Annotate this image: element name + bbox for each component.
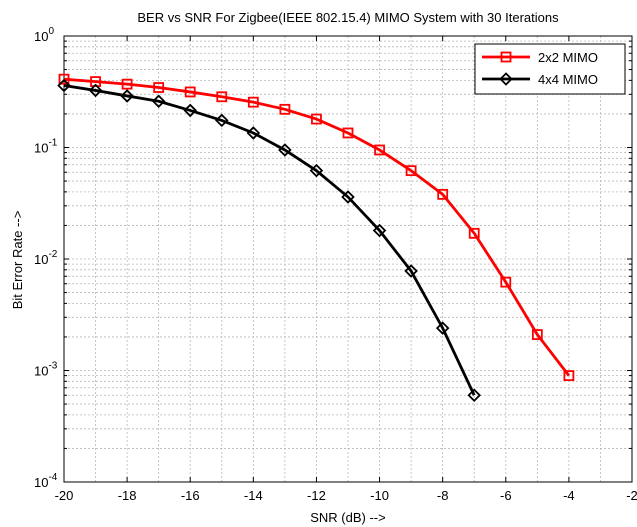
data-point-4x4-mimo <box>278 143 292 157</box>
x-tick-label: -12 <box>307 488 326 503</box>
legend-entry-4x4-mimo: 4x4 MIMO <box>482 72 598 87</box>
data-point-4x4-mimo <box>467 388 481 403</box>
y-tick-label: 100 <box>34 26 54 44</box>
data-point-4x4-mimo <box>309 163 324 178</box>
legend-entry-2x2-mimo: 2x2 MIMO <box>482 50 598 65</box>
data-point-4x4-mimo <box>341 190 355 204</box>
data-point-4x4-mimo <box>183 103 197 118</box>
data-point-2x2-mimo <box>374 144 385 156</box>
x-tick-label: -10 <box>370 488 389 503</box>
y-tick-label: 10-2 <box>34 249 58 267</box>
x-axis-label: SNR (dB) --> <box>310 510 385 525</box>
data-point-4x4-mimo <box>435 321 450 335</box>
tick-layer: -20 -18 -16 -14 -12 -10 -8 -6 -4 -2 10-4 10-3 10-2 10… <box>34 26 637 503</box>
x-tick-label: -6 <box>500 488 512 503</box>
data-point-2x2-mimo <box>247 96 259 108</box>
data-point-2x2-mimo <box>437 188 449 200</box>
data-point-2x2-mimo <box>58 73 70 85</box>
legend: 2x2 MIMO 4x4 MIMO <box>474 43 626 95</box>
data-point-2x2-mimo <box>279 103 291 115</box>
x-tick-label: -16 <box>181 488 200 503</box>
data-point-4x4-mimo <box>246 126 261 140</box>
data-point-4x4-mimo <box>372 223 387 238</box>
x-tick-label: -2 <box>626 488 637 503</box>
data-point-2x2-mimo <box>563 370 575 382</box>
legend-entries: 2x2 MIMO 4x4 MIMO <box>482 50 598 87</box>
data-point-4x4-mimo <box>57 78 71 93</box>
data-point-4x4-mimo <box>404 264 418 278</box>
legend-marker <box>500 51 512 63</box>
data-point-4x4-mimo <box>151 94 166 109</box>
data-point-2x2-mimo <box>311 113 322 125</box>
series-4x4-mimo <box>57 78 481 403</box>
x-tick-label: -18 <box>118 488 137 503</box>
series-line-2x2-mimo <box>63 77 570 377</box>
data-point-4x4-mimo <box>88 83 103 98</box>
data-point-2x2-mimo <box>216 91 228 103</box>
legend-label: 4x4 MIMO <box>538 72 598 87</box>
legend-marker <box>499 72 513 86</box>
data-point-2x2-mimo <box>500 276 512 288</box>
chart-title: BER vs SNR For Zigbee(IEEE 802.15.4) MIM… <box>137 10 559 25</box>
legend-box <box>474 43 626 95</box>
data-point-4x4-mimo <box>215 113 229 128</box>
x-tick-label: -20 <box>55 488 74 503</box>
x-tick-label: -4 <box>563 488 575 503</box>
y-tick-label: 10-1 <box>34 138 58 156</box>
x-tick-label: -14 <box>244 488 263 503</box>
data-point-2x2-mimo <box>468 227 480 239</box>
data-point-2x2-mimo <box>153 82 165 93</box>
data-point-2x2-mimo <box>184 86 196 98</box>
y-tick-label: 10-3 <box>34 361 58 379</box>
data-point-2x2-mimo <box>342 127 354 139</box>
data-point-2x2-mimo <box>405 165 417 177</box>
data-point-2x2-mimo <box>531 329 543 340</box>
y-axis-label: Bit Error Rate --> <box>10 211 25 310</box>
y-tick-label: 10-4 <box>34 472 58 490</box>
data-point-4x4-mimo <box>120 89 134 103</box>
legend-label: 2x2 MIMO <box>538 50 598 65</box>
data-point-2x2-mimo <box>121 78 133 90</box>
x-tick-label: -8 <box>437 488 449 503</box>
series-layer <box>57 73 575 403</box>
